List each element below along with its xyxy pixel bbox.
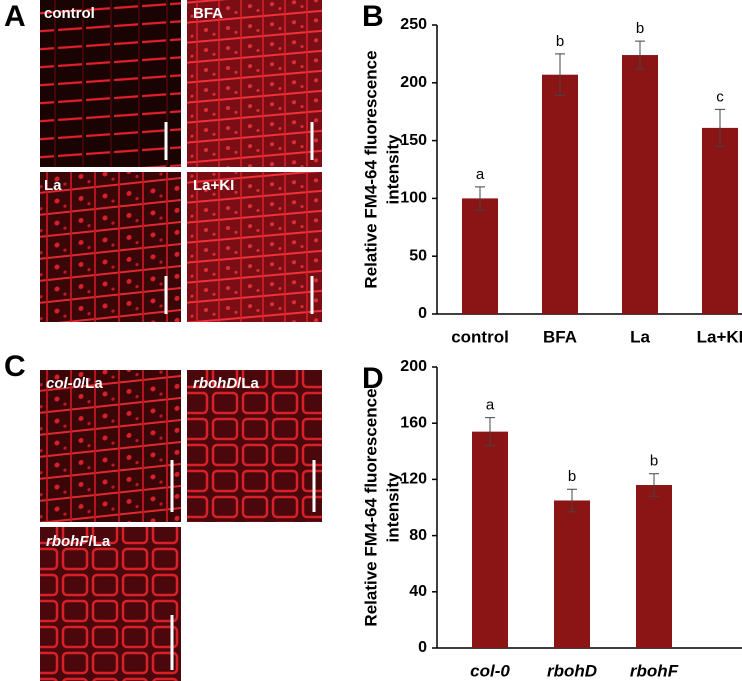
significance-label: b: [556, 33, 564, 50]
bar: [636, 485, 672, 648]
x-tick-label: rbohD: [547, 661, 597, 680]
bar: [622, 55, 658, 314]
y-tick-label: 100: [400, 190, 427, 207]
panel-label: D: [362, 362, 384, 395]
micrograph: [187, 172, 322, 322]
treatment: /La: [89, 533, 111, 550]
micrograph: [40, 0, 181, 167]
y-axis-label: Relative FM4-64 fluorescence: [361, 50, 380, 288]
significance-label: b: [650, 453, 658, 470]
significance-label: a: [476, 166, 485, 183]
genotype: rbohD: [193, 375, 237, 392]
significance-label: b: [568, 468, 576, 485]
error-bar: [567, 488, 577, 513]
genotype: rbohF: [46, 533, 89, 550]
image-label: control: [44, 5, 95, 22]
y-tick-label: 0: [418, 305, 427, 322]
x-tick-label: La: [630, 327, 650, 346]
scale-bars: [164, 122, 316, 670]
panel-label: A: [4, 0, 26, 33]
y-tick-label: 200: [400, 74, 427, 91]
treatment: /La: [81, 375, 103, 392]
y-axis-label: intensity: [383, 134, 402, 204]
bar: [462, 198, 498, 314]
genotype: col-0: [46, 375, 82, 392]
micrograph: [40, 172, 181, 322]
y-tick-label: 120: [400, 471, 427, 488]
y-tick-label: 150: [400, 132, 427, 149]
micrograph: [40, 370, 181, 522]
image-label: col-0/La: [46, 375, 103, 392]
bar: [472, 431, 508, 648]
error-bar: [475, 186, 485, 211]
x-tick-label: BFA: [543, 327, 577, 346]
y-axis-label: intensity: [383, 472, 402, 542]
x-tick-label: rbohF: [630, 661, 679, 680]
y-tick-label: 0: [418, 639, 427, 656]
x-tick-label: La+KI: [697, 327, 742, 346]
significance-label: b: [636, 20, 644, 37]
y-tick-label: 40: [409, 583, 427, 600]
image-label: rbohF/La: [46, 533, 111, 550]
x-tick-label: control: [451, 327, 509, 346]
micrograph: [40, 527, 181, 681]
y-tick-label: 50: [409, 247, 427, 264]
y-tick-label: 200: [400, 358, 427, 375]
panel-label: C: [4, 350, 26, 383]
error-bar: [555, 53, 565, 97]
significance-label: c: [716, 88, 724, 105]
error-bar: [635, 40, 645, 70]
treatment: /La: [237, 375, 259, 392]
image-label: La+KI: [193, 177, 234, 194]
image-label: La: [44, 177, 62, 194]
panel-label: B: [362, 0, 384, 33]
y-axis-label: Relative FM4-64 fluorescence: [361, 388, 380, 626]
y-tick-label: 80: [409, 527, 427, 544]
image-label: rbohD/La: [193, 375, 260, 392]
micrograph: [187, 0, 322, 167]
x-tick-label: col-0: [470, 661, 510, 680]
micrograph: [187, 370, 322, 522]
error-bar: [715, 108, 725, 147]
error-bar: [649, 473, 659, 497]
micrographs: control BFA La La+KI col-0/La rbohD/La r…: [40, 0, 322, 681]
significance-label: a: [486, 397, 495, 414]
bar: [542, 74, 578, 314]
image-label: BFA: [193, 5, 223, 22]
y-tick-label: 250: [400, 16, 427, 33]
y-tick-label: 160: [400, 414, 427, 431]
bar: [702, 127, 738, 314]
bar: [554, 500, 590, 648]
error-bar: [485, 417, 495, 447]
